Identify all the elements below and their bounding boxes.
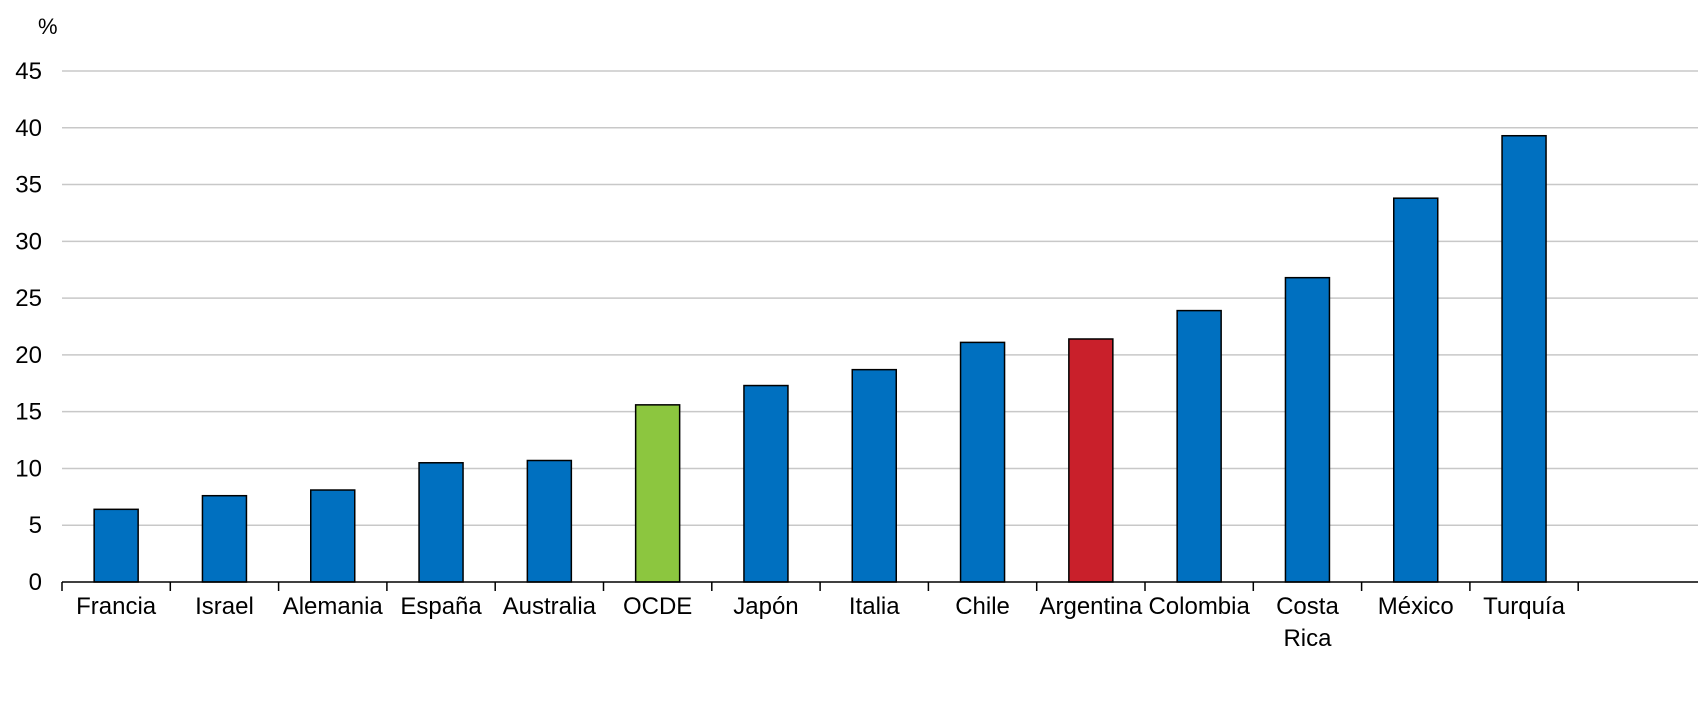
x-tick-label: Australia (503, 593, 597, 620)
x-tick-label: México (1378, 593, 1454, 620)
x-tick-label: Turquía (1483, 593, 1565, 620)
x-tick-label: Italia (849, 593, 900, 620)
x-tick-label: Alemania (283, 593, 384, 620)
x-tick-label: Japón (733, 593, 798, 620)
bar-méxico (1393, 197, 1439, 583)
bar-japón (743, 384, 789, 583)
y-tick-label: 10 (15, 455, 42, 482)
bar-australia (526, 459, 573, 583)
axes (61, 581, 1698, 591)
x-tick-label: Israel (195, 593, 254, 620)
y-tick-label: 5 (29, 512, 42, 539)
y-tick-label: 30 (15, 228, 42, 255)
x-tick-label: Chile (955, 593, 1010, 620)
y-tick-label: 20 (15, 342, 42, 369)
bar-españa (418, 462, 464, 583)
y-tick-label: 40 (15, 115, 42, 142)
bar-italia (851, 368, 897, 583)
y-tick-labels: 0 5 10 15 20 25 30 35 40 45 (15, 58, 42, 596)
bar-alemania (310, 489, 356, 583)
bar-argentina (1068, 338, 1114, 583)
bar-israel (201, 494, 248, 583)
y-tick-label: 0 (29, 569, 42, 596)
y-tick-label: 15 (15, 399, 42, 426)
bar-chile (959, 341, 1006, 583)
x-tick-label: España (400, 593, 482, 620)
y-tick-label: 25 (15, 285, 42, 312)
bar-colombia (1176, 309, 1222, 583)
y-tick-label: 35 (15, 172, 42, 199)
gridlines (62, 70, 1698, 526)
bars (93, 134, 1547, 583)
x-tick-label: Colombia (1148, 593, 1250, 620)
y-unit-label: % (38, 14, 58, 39)
bar-francia (93, 508, 139, 583)
bar-turquía (1501, 134, 1547, 583)
bar-ocde (634, 404, 681, 583)
x-tick-label: Francia (76, 593, 157, 620)
x-tick-labels: Francia Israel Alemania España Australia OCDE… (76, 593, 1565, 652)
x-tick-label: Costa Rica (1276, 593, 1339, 652)
x-tick-label: Argentina (1039, 593, 1142, 620)
y-tick-label: 45 (15, 58, 42, 85)
bar-costa-rica (1284, 276, 1331, 583)
x-tick-label: OCDE (623, 593, 692, 620)
